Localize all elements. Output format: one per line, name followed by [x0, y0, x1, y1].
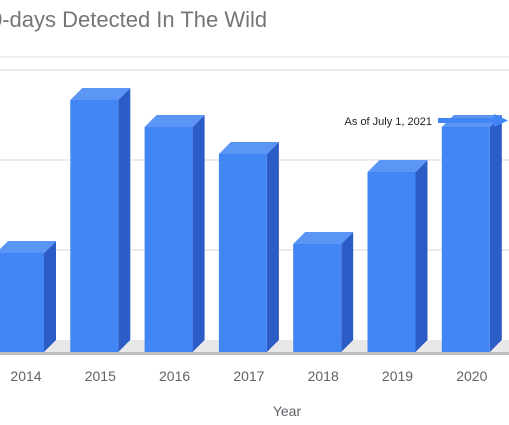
arrow-shaft — [438, 118, 494, 123]
bar-side — [118, 88, 131, 352]
bar-top — [70, 88, 131, 100]
x-tick-label: 2014 — [10, 368, 41, 384]
bar-side — [44, 241, 56, 352]
annotation: As of July 1, 2021 — [345, 114, 508, 128]
x-tick-label: 2020 — [456, 368, 487, 384]
x-tick-label: 2016 — [159, 368, 190, 384]
bar-2020 — [441, 115, 502, 352]
bar-top — [144, 115, 205, 127]
bar-2016 — [144, 115, 205, 352]
arrow-head — [494, 114, 508, 127]
x-tick-label: 2017 — [233, 368, 264, 384]
bar-side — [266, 142, 279, 352]
bars — [0, 88, 502, 352]
bar-2014 — [0, 241, 56, 352]
bar-front — [144, 127, 193, 352]
bar-top — [218, 142, 279, 154]
bar-front — [441, 127, 490, 352]
bar-top — [293, 232, 354, 244]
x-tick-labels: 2014 2015 2016 2017 2018 2019 2020 — [10, 368, 487, 384]
bar-front — [218, 154, 267, 352]
x-tick-label: 2019 — [382, 368, 413, 384]
bar-front — [70, 100, 119, 352]
x-axis-title: Year — [273, 403, 302, 419]
bar-side — [415, 160, 428, 352]
bar-2018 — [293, 232, 354, 352]
chart-title: 0-days Detected In The Wild — [0, 7, 267, 32]
annotation-arrow — [438, 114, 508, 127]
floor-edge — [0, 352, 509, 355]
bar-2019 — [367, 160, 428, 352]
bar-2015 — [70, 88, 131, 352]
bar-front — [0, 253, 44, 352]
bar-side — [489, 115, 502, 352]
bar-top — [367, 160, 428, 172]
bar-front — [367, 172, 416, 352]
bar-side — [192, 115, 205, 352]
bar-front — [293, 244, 342, 352]
annotation-text: As of July 1, 2021 — [345, 116, 432, 128]
x-tick-label: 2015 — [85, 368, 116, 384]
bar-side — [341, 232, 354, 352]
bar-top — [0, 241, 56, 253]
bar-2017 — [218, 142, 279, 352]
x-tick-label: 2018 — [308, 368, 339, 384]
